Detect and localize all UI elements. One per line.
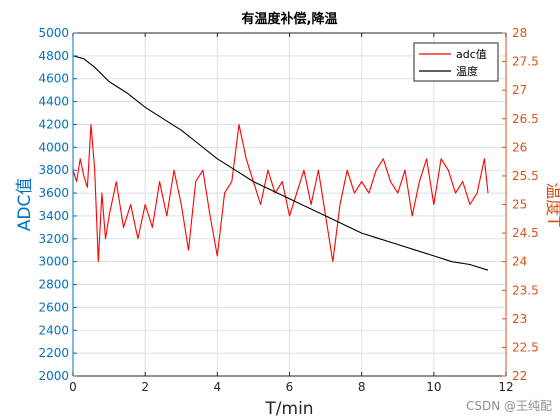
y-right-tick-label: 23 [512, 312, 527, 326]
chart-title: 有温度补偿,降温 [242, 11, 338, 27]
series-line-temperature [72, 55, 489, 271]
y-right-tick-label: 23.5 [512, 283, 539, 297]
y-right-tick-label: 24 [512, 255, 527, 269]
watermark: CSDN @王纯配 [465, 399, 552, 413]
x-tick-label: 12 [498, 380, 513, 394]
y-right-tick-label: 25 [512, 198, 527, 212]
y-left-tick-label: 2000 [38, 369, 69, 383]
y-left-tick-label: 3600 [38, 186, 69, 200]
legend-box [413, 42, 499, 82]
y-right-tick-label: 24.5 [512, 226, 539, 240]
y-left-tick-label: 2600 [38, 300, 69, 314]
y-right-tick-label: 22.5 [512, 340, 539, 354]
y-left-tick-label: 5000 [38, 26, 69, 40]
y-left-tick-label: 4600 [38, 72, 69, 86]
legend-label: 温度 [456, 64, 478, 78]
y-right-tick-label: 22 [512, 369, 527, 383]
y-right-tick-label: 27.5 [512, 55, 539, 69]
y-right-tick-label: 27 [512, 83, 527, 97]
y-left-tick-label: 2800 [38, 278, 69, 292]
legend-label: adc值 [456, 48, 487, 61]
y-left-tick-label: 4800 [38, 49, 69, 63]
y-right-tick-label: 26.5 [512, 112, 539, 126]
y-left-tick-label: 3000 [38, 255, 69, 269]
y-left-tick-label: 4200 [38, 117, 69, 131]
y-left-tick-label: 2200 [38, 346, 69, 360]
y-left-tick-label: 3800 [38, 163, 69, 177]
y-left-tick-label: 3200 [38, 232, 69, 246]
y-right-tick-label: 26 [512, 140, 527, 154]
y-left-tick-label: 4000 [38, 140, 69, 154]
y-right-tick-label: 28 [512, 26, 527, 40]
x-tick-label: 8 [358, 380, 366, 394]
y-left-tick-label: 3400 [38, 209, 69, 223]
x-tick-label: 0 [69, 380, 77, 394]
x-tick-label: 2 [141, 380, 149, 394]
y-left-axis-label: ADC值 [15, 178, 35, 232]
x-tick-label: 6 [286, 380, 294, 394]
x-axis-label: T/min [264, 399, 313, 419]
x-tick-label: 4 [214, 380, 222, 394]
y-left-tick-label: 2400 [38, 323, 69, 337]
y-left-tick-label: 4400 [38, 95, 69, 109]
x-tick-label: 10 [426, 380, 441, 394]
y-right-axis-label: 温度T [543, 182, 560, 227]
y-right-tick-label: 25.5 [512, 169, 539, 183]
